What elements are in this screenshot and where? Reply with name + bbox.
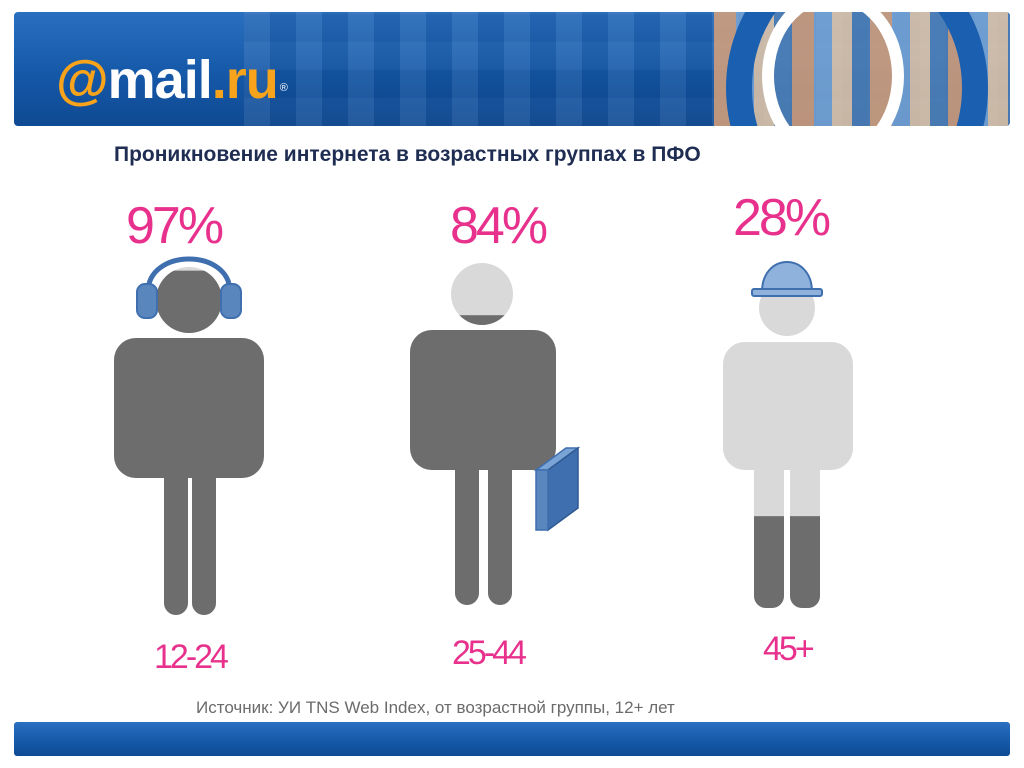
logo-ru-text: ru: [225, 50, 279, 110]
headphones-left-cup-icon: [136, 283, 158, 319]
category-label-12-24: 12-24: [154, 638, 229, 676]
hat-brim-icon: [751, 288, 823, 297]
source-note: Источник: УИ TNS Web Index, от возрастно…: [196, 698, 675, 717]
logo-mail-text: mail: [107, 50, 213, 110]
figure-45-plus: [723, 261, 853, 608]
value-label-12-24: 97%: [126, 197, 224, 255]
category-label-45-plus: 45+: [763, 630, 815, 668]
category-label-25-44: 25-44: [452, 634, 527, 672]
headphones-band-icon: [145, 256, 233, 293]
logo-registered-mark: ®: [279, 82, 288, 94]
value-label-45-plus: 28%: [733, 189, 831, 247]
figure-filled-part-25-44: [410, 315, 556, 605]
figure-filled-part-12-24: [114, 270, 264, 615]
headphones-right-cup-icon: [220, 283, 242, 319]
figure-filled-part-45-plus: [723, 516, 853, 608]
mailru-logo: @ mail . ru ®: [56, 50, 288, 110]
footer-bar: [14, 722, 1010, 756]
page-title: Проникновение интернета в возрастных гру…: [114, 143, 701, 166]
logo-at-sign: @: [56, 50, 109, 110]
briefcase-front-icon: [535, 469, 549, 531]
hat-crown-icon: [760, 261, 814, 293]
value-label-25-44: 84%: [450, 197, 548, 255]
figure-25-44: [410, 263, 581, 605]
figure-12-24: [114, 256, 264, 615]
logo-dot: .: [211, 50, 227, 110]
header-banner: @ mail . ru ®: [14, 12, 1010, 126]
